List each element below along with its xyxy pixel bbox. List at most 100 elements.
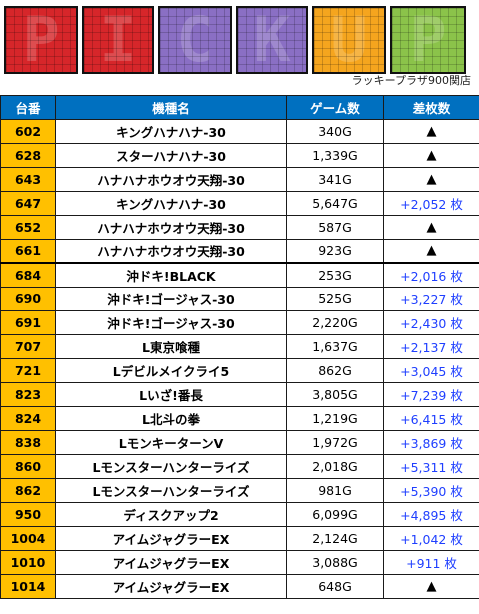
- game-count-cell: 648G: [286, 573, 384, 599]
- medal-diff-cell: +2,137 枚: [383, 334, 479, 360]
- machine-number-cell: 661: [0, 238, 56, 264]
- table-row: 643 ハナハナホウオウ天翔-30 341G ▲: [0, 166, 479, 192]
- game-count-cell: 341G: [286, 166, 384, 192]
- header-machine-number: 台番: [0, 95, 56, 120]
- logo-letter: U: [312, 6, 386, 74]
- game-count-cell: 253G: [286, 262, 384, 288]
- machine-number-cell: 823: [0, 382, 56, 408]
- model-name-cell: Lデビルメイクライ5: [55, 358, 287, 384]
- medal-diff-cell: ▲: [383, 142, 479, 168]
- model-name-cell: ハナハナホウオウ天翔-30: [55, 166, 287, 192]
- game-count-cell: 1,219G: [286, 406, 384, 432]
- machine-number-cell: 1004: [0, 525, 56, 551]
- game-count-cell: 2,018G: [286, 454, 384, 479]
- medal-diff-cell: +2,052 枚: [383, 190, 479, 216]
- header-row: 台番 機種名 ゲーム数 差枚数: [0, 95, 479, 120]
- game-count-cell: 340G: [286, 118, 384, 144]
- machine-number-cell: 707: [0, 334, 56, 360]
- table-row: 652 ハナハナホウオウ天翔-30 587G ▲: [0, 214, 479, 240]
- header-model-name: 機種名: [55, 95, 287, 120]
- game-count-cell: 981G: [286, 478, 384, 503]
- machine-number-cell: 643: [0, 166, 56, 192]
- medal-diff-cell: +4,895 枚: [383, 501, 479, 527]
- model-name-cell: L北斗の拳: [55, 406, 287, 432]
- model-name-cell: アイムジャグラーEX: [55, 549, 287, 575]
- medal-diff-cell: +3,227 枚: [383, 286, 479, 312]
- table-body: 602 キングハナハナ-30 340G ▲ 628 スターハナハナ-30 1,339G ▲ 64…: [0, 118, 479, 599]
- model-name-cell: L東京喰種: [55, 334, 287, 360]
- pickup-banner: PICKUP ラッキープラザ900関店: [0, 0, 479, 92]
- machine-number-cell: 628: [0, 142, 56, 168]
- model-name-cell: キングハナハナ-30: [55, 190, 287, 216]
- table-row: 1010 アイムジャグラーEX 3,088G +911 枚: [0, 549, 479, 575]
- table-row: 721 Lデビルメイクライ5 862G +3,045 枚: [0, 358, 479, 384]
- medal-diff-cell: +5,311 枚: [383, 454, 479, 479]
- game-count-cell: 862G: [286, 358, 384, 384]
- game-count-cell: 2,220G: [286, 310, 384, 336]
- model-name-cell: Lいざ!番長: [55, 382, 287, 408]
- logo-letter: C: [158, 6, 232, 74]
- table-row: 628 スターハナハナ-30 1,339G ▲: [0, 142, 479, 168]
- header-medal-diff: 差枚数: [383, 95, 479, 120]
- medal-diff-cell: ▲: [383, 573, 479, 599]
- table-row: 647 キングハナハナ-30 5,647G +2,052 枚: [0, 190, 479, 216]
- machine-number-cell: 684: [0, 262, 56, 288]
- machine-number-cell: 838: [0, 430, 56, 456]
- medal-diff-cell: +7,239 枚: [383, 382, 479, 408]
- logo-letter: I: [82, 6, 154, 74]
- table-row: 690 沖ドキ!ゴージャス-30 525G +3,227 枚: [0, 286, 479, 312]
- model-name-cell: アイムジャグラーEX: [55, 573, 287, 599]
- medal-diff-cell: +1,042 枚: [383, 525, 479, 551]
- game-count-cell: 3,805G: [286, 382, 384, 408]
- machine-number-cell: 690: [0, 286, 56, 312]
- logo-letter: K: [236, 6, 308, 74]
- table-row: 862 Lモンスターハンターライズ 981G +5,390 枚: [0, 478, 479, 503]
- table-row: 838 LモンキーターンV 1,972G +3,869 枚: [0, 430, 479, 456]
- model-name-cell: Lモンスターハンターライズ: [55, 454, 287, 479]
- model-name-cell: 沖ドキ!ゴージャス-30: [55, 310, 287, 336]
- model-name-cell: アイムジャグラーEX: [55, 525, 287, 551]
- game-count-cell: 3,088G: [286, 549, 384, 575]
- medal-diff-cell: +3,045 枚: [383, 358, 479, 384]
- medal-diff-cell: +2,016 枚: [383, 262, 479, 288]
- model-name-cell: ハナハナホウオウ天翔-30: [55, 214, 287, 240]
- logo-letter: P: [390, 6, 466, 74]
- medal-diff-cell: +5,390 枚: [383, 478, 479, 503]
- model-name-cell: Lモンスターハンターライズ: [55, 478, 287, 503]
- game-count-cell: 525G: [286, 286, 384, 312]
- table-row: 824 L北斗の拳 1,219G +6,415 枚: [0, 406, 479, 432]
- model-name-cell: ディスクアップ2: [55, 501, 287, 527]
- medal-diff-cell: ▲: [383, 166, 479, 192]
- machine-number-cell: 647: [0, 190, 56, 216]
- game-count-cell: 1,972G: [286, 430, 384, 456]
- game-count-cell: 6,099G: [286, 501, 384, 527]
- model-name-cell: 沖ドキ!BLACK: [55, 262, 287, 288]
- table-row: 823 Lいざ!番長 3,805G +7,239 枚: [0, 382, 479, 408]
- logo-letter: P: [4, 6, 78, 74]
- medal-diff-cell: +6,415 枚: [383, 406, 479, 432]
- table-row: 860 Lモンスターハンターライズ 2,018G +5,311 枚: [0, 454, 479, 479]
- model-name-cell: ハナハナホウオウ天翔-30: [55, 238, 287, 264]
- table-row: 1004 アイムジャグラーEX 2,124G +1,042 枚: [0, 525, 479, 551]
- medal-diff-cell: +911 枚: [383, 549, 479, 575]
- game-count-cell: 1,339G: [286, 142, 384, 168]
- machine-number-cell: 1010: [0, 549, 56, 575]
- medal-diff-cell: ▲: [383, 238, 479, 264]
- model-name-cell: スターハナハナ-30: [55, 142, 287, 168]
- table-row: 707 L東京喰種 1,637G +2,137 枚: [0, 334, 479, 360]
- model-name-cell: キングハナハナ-30: [55, 118, 287, 144]
- table-row: 1014 アイムジャグラーEX 648G ▲: [0, 573, 479, 599]
- table-row: 950 ディスクアップ2 6,099G +4,895 枚: [0, 501, 479, 527]
- game-count-cell: 587G: [286, 214, 384, 240]
- game-count-cell: 923G: [286, 238, 384, 264]
- table-row: 691 沖ドキ!ゴージャス-30 2,220G +2,430 枚: [0, 310, 479, 336]
- machine-number-cell: 950: [0, 501, 56, 527]
- medal-diff-cell: +3,869 枚: [383, 430, 479, 456]
- game-count-cell: 1,637G: [286, 334, 384, 360]
- table-row: 661 ハナハナホウオウ天翔-30 923G ▲: [0, 238, 479, 264]
- table-row: 684 沖ドキ!BLACK 253G +2,016 枚: [0, 262, 479, 288]
- game-count-cell: 5,647G: [286, 190, 384, 216]
- machine-number-cell: 824: [0, 406, 56, 432]
- machine-number-cell: 652: [0, 214, 56, 240]
- pickup-table: 台番 機種名 ゲーム数 差枚数 602 キングハナハナ-30 340G ▲ 628 スター…: [0, 95, 479, 599]
